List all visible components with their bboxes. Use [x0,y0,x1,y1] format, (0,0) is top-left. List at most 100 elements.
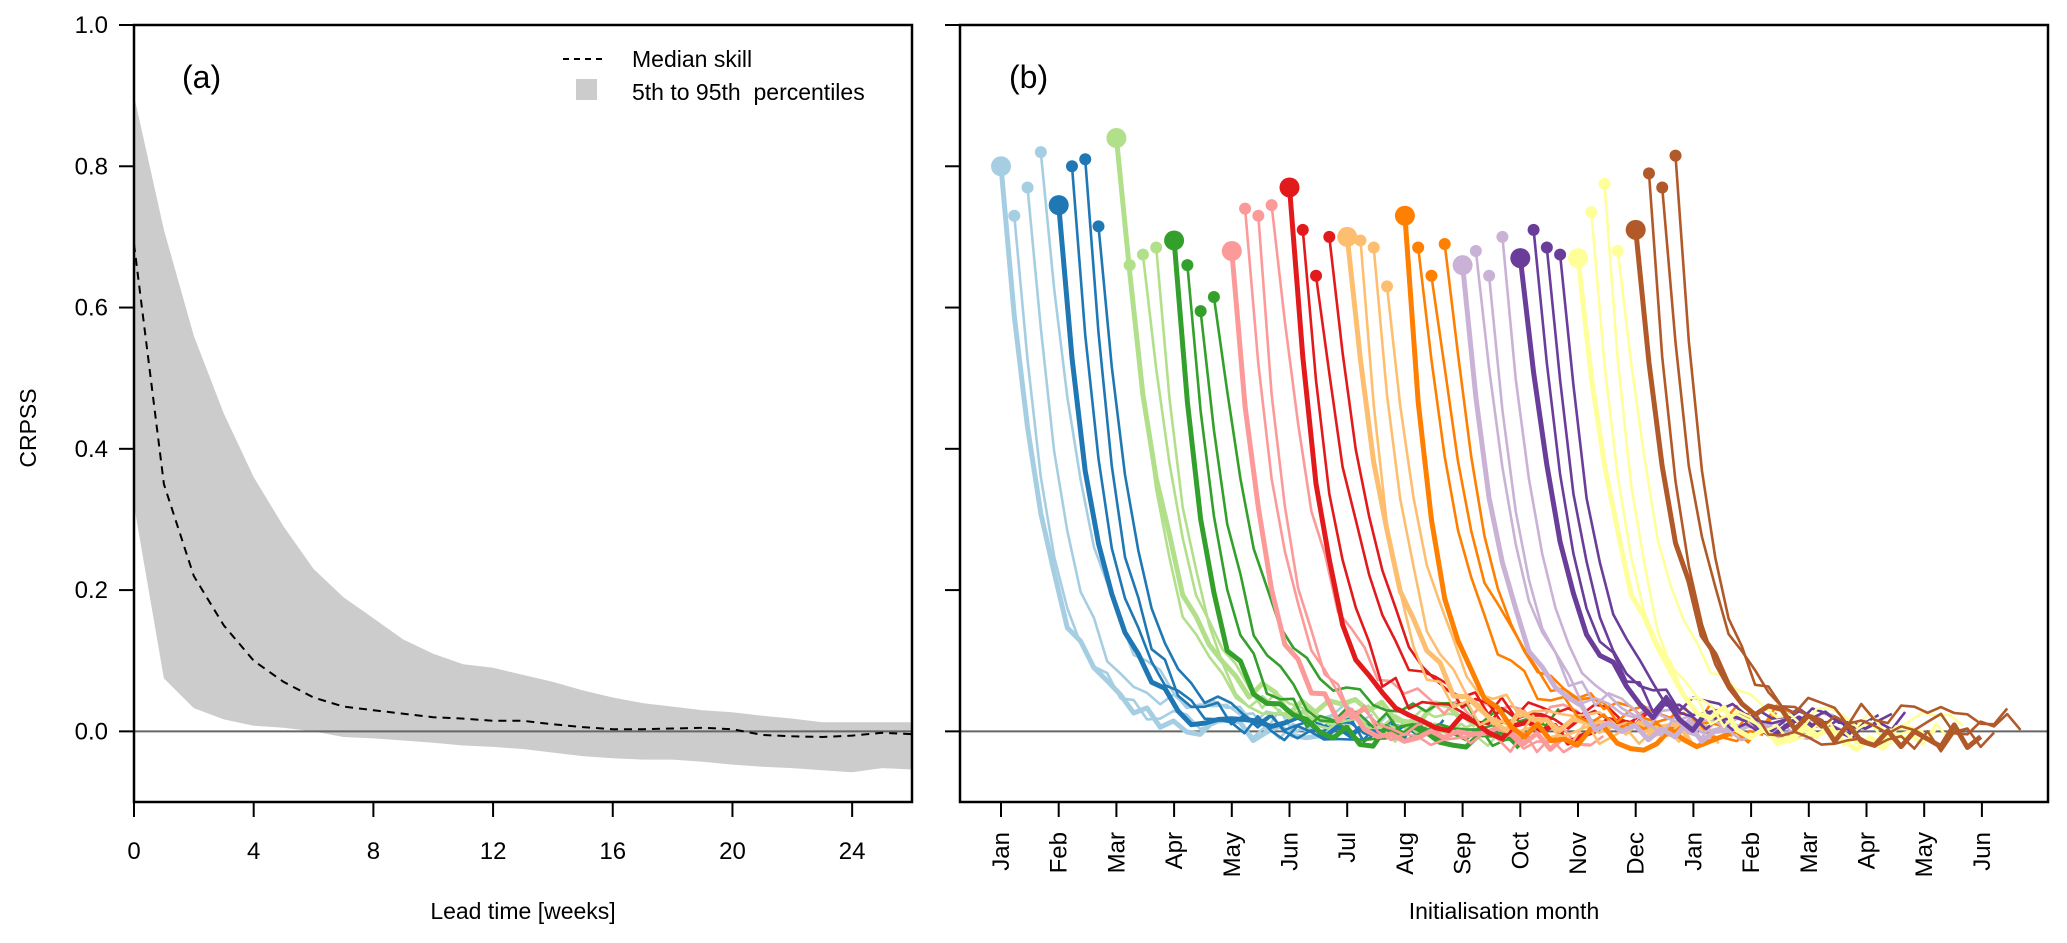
init-marker-jul-3 [1367,241,1380,254]
init-marker-may-3 [1252,209,1265,222]
init-marker-apr-1 [1164,230,1185,251]
init-marker-jul-1 [1337,226,1358,247]
init-marker-feb-2 [1065,160,1078,173]
x-tick-label: Jun [1969,832,1996,871]
init-marker-oct-2 [1527,223,1540,236]
x-tick-label: Sep [1450,832,1477,875]
skill-line-nov-init4 [1616,250,1964,732]
skill-line-feb-init1 [1056,204,1406,740]
init-marker-dec-2 [1642,167,1655,180]
x-tick-label: Jan [988,832,1015,871]
x-tick-label: Jan [1680,832,1707,871]
y-tick-label: 0.6 [75,295,108,322]
init-marker-nov-1 [1568,248,1588,269]
init-marker-mar-4 [1150,241,1163,254]
x-tick-label: Mar [1796,832,1823,873]
y-tick-label: 0.8 [75,153,108,180]
init-marker-nov-2 [1585,206,1598,219]
init-marker-dec-3 [1656,181,1669,194]
x-tick-label: Nov [1565,832,1592,875]
init-marker-nov-3 [1598,177,1611,190]
x-tick-label: Jun [1277,832,1304,871]
init-marker-oct-4 [1554,248,1567,261]
x-tick-label: Feb [1046,832,1073,873]
y-tick-label: 0.2 [75,577,108,604]
init-marker-feb-4 [1092,220,1105,233]
x-tick-label: Oct [1507,832,1534,870]
legend: Median skill 5th to 95th percentiles [563,46,865,105]
init-marker-apr-3 [1194,305,1207,318]
skill-lines [998,137,2022,754]
x-tick-label: Mar [1103,832,1130,873]
init-marker-nov-4 [1611,245,1624,258]
init-marker-may-4 [1265,199,1278,212]
x-tick-label: May [1911,832,1938,877]
legend-median-label: Median skill [632,46,752,72]
skill-line-feb-init2 [1070,166,1418,742]
init-marker-sep-3 [1483,269,1496,282]
legend-band-swatch [576,79,597,100]
init-marker-may-1 [1221,241,1242,262]
y-axis-b [945,24,960,733]
init-marker-sep-2 [1469,245,1482,258]
x-tick-label: Dec [1623,832,1650,875]
x-tick-label: 12 [480,838,507,865]
skill-line-mar-init4 [1154,247,1503,747]
init-marker-apr-2 [1181,259,1194,272]
init-marker-jun-2 [1296,223,1309,236]
init-marker-may-2 [1239,202,1252,215]
y-tick-label: 0.0 [75,718,108,745]
x-tick-label: 8 [367,838,380,865]
init-marker-mar-3 [1136,248,1149,261]
panel-label-b: (b) [1009,59,1048,95]
y-tick-label: 1.0 [75,12,108,39]
init-marker-jan-3 [1021,181,1034,194]
median-skill-line [133,243,913,739]
skill-line-jun-init1 [1287,187,1635,746]
x-tick-label: Apr [1854,832,1881,869]
init-markers [991,128,1682,318]
skill-line-aug-init1 [1402,215,1752,753]
init-marker-aug-1 [1394,205,1415,226]
y-axis-a: 0.0 0.2 0.4 0.6 0.8 1.0 [75,12,134,745]
x-tick-label: May [1219,832,1246,877]
init-marker-apr-4 [1207,290,1220,303]
percentile-band [134,95,912,773]
init-marker-mar-2 [1123,259,1136,272]
y-tick-label: 0.4 [75,436,108,463]
skill-line-dec-init3 [1660,187,2009,727]
init-marker-jan-4 [1034,146,1047,159]
init-marker-feb-3 [1079,153,1092,166]
x-tick-label: Feb [1738,832,1765,873]
y-axis-title: CRPSS [15,388,41,467]
x-tick-label: Aug [1392,832,1419,875]
init-marker-aug-2 [1412,241,1425,254]
x-tick-label: Apr [1161,832,1188,869]
init-marker-jul-4 [1381,280,1394,293]
init-marker-aug-3 [1425,269,1438,282]
legend-band-label: 5th to 95th percentiles [632,79,865,105]
init-marker-oct-1 [1510,248,1531,269]
x-tick-label: 0 [127,838,140,865]
x-axis-title-b: Initialisation month [1409,898,1600,924]
skill-line-dec-init4 [1674,155,2022,736]
init-marker-dec-1 [1625,219,1646,240]
skill-line-apr-init1 [1171,240,1521,750]
init-marker-jan-1 [991,156,1011,177]
init-marker-feb-1 [1048,195,1069,216]
x-axis-a: 0 4 8 12 16 20 24 [127,802,866,865]
skill-line-dec-init2 [1647,173,1995,753]
x-tick-label: 16 [599,838,626,865]
init-marker-jun-3 [1310,269,1323,282]
init-marker-jan-2 [1008,209,1021,222]
init-marker-sep-4 [1496,230,1509,243]
x-tick-label: 20 [719,838,746,865]
init-marker-aug-4 [1438,237,1451,250]
panel-b: Jan Feb Mar Apr May Jun Jul Aug Sep Oct Nov Dec Jan F… [945,23,2050,924]
init-marker-jul-2 [1354,234,1367,247]
init-marker-sep-1 [1452,255,1473,276]
init-marker-dec-4 [1669,149,1682,162]
x-axis-b: Jan Feb Mar Apr May Jun Jul Aug Sep Oct Nov Dec Jan F… [988,802,1996,877]
panel-a: 0.0 0.2 0.4 0.6 0.8 1.0 0 4 8 12 16 20 24 (a) Lead … [15,12,914,924]
